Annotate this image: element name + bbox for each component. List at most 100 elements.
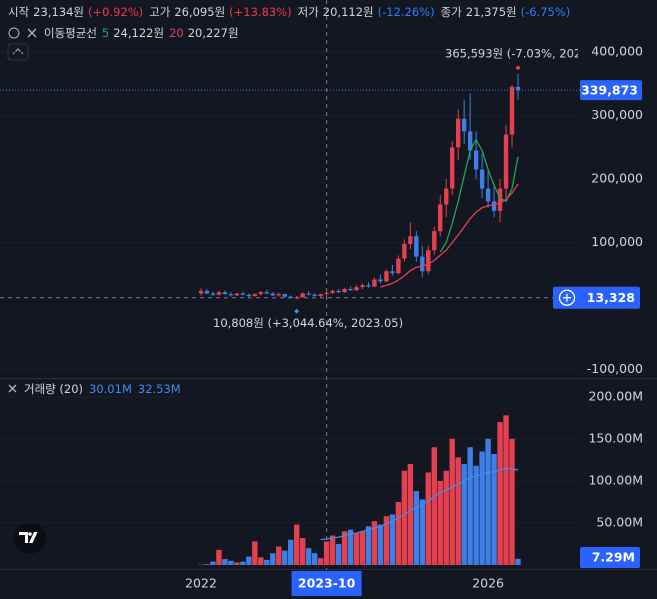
candle-body	[312, 294, 317, 297]
volume-bar	[395, 501, 402, 565]
extreme-marker	[294, 308, 300, 314]
last-price-label: 339,873	[581, 83, 638, 98]
eye-icon[interactable]	[8, 27, 20, 39]
volume-bar	[419, 499, 426, 565]
volume-bar	[401, 470, 408, 565]
volume-bar	[293, 524, 300, 565]
candle-body	[324, 292, 329, 295]
candle-body	[479, 169, 485, 189]
volume-bar	[276, 546, 282, 565]
volume-bar	[431, 447, 437, 565]
candle-body	[378, 279, 383, 282]
volume-legend: 거래량 (20) 30.01M 32.53M	[24, 382, 181, 396]
volume-bar	[353, 533, 360, 565]
legend-value: 26,095원	[174, 5, 225, 19]
candle-body	[318, 294, 323, 297]
ma-name: 20	[169, 26, 184, 40]
close-icon[interactable]	[8, 384, 17, 393]
candle-body	[216, 292, 222, 295]
y-tick-label: 100,000	[591, 234, 643, 249]
candle-body	[491, 201, 497, 211]
y-tick-label: 150.00M	[588, 430, 643, 445]
legend-value: 23,134원	[33, 5, 84, 19]
candle-body	[473, 150, 479, 170]
volume-bar	[437, 480, 443, 565]
candle-body	[210, 293, 216, 295]
volume-bar	[443, 470, 449, 565]
volume-bar	[347, 529, 354, 565]
candle-body	[228, 294, 234, 296]
volume-bar	[305, 548, 312, 565]
y-tick-label: 200.00M	[588, 388, 643, 403]
volume-bar	[216, 549, 222, 565]
candle-body	[354, 287, 359, 291]
candle-body	[204, 290, 210, 294]
volume-bar	[449, 438, 455, 565]
logo-dot	[28, 532, 32, 536]
close-icon[interactable]	[27, 28, 37, 38]
indicator-label: 이동평균선	[44, 26, 97, 40]
volume-bar	[455, 457, 461, 565]
legend-label: 고가	[149, 5, 171, 19]
volume-bar	[288, 539, 294, 565]
ma-value: 20,227원	[188, 26, 239, 40]
volume-bar	[264, 559, 270, 565]
candle-body	[306, 293, 311, 295]
candle-body	[282, 294, 287, 297]
legend-value: 20,112원	[323, 5, 374, 19]
last-price-box	[580, 80, 642, 101]
candle-body	[348, 289, 353, 291]
volume-bar	[365, 526, 372, 565]
candle-body	[414, 236, 419, 257]
moving-average	[380, 183, 519, 288]
volume-legend-value: 32.53M	[138, 382, 181, 396]
candle-body	[294, 297, 299, 299]
candle-body	[330, 290, 335, 293]
volume-ma	[320, 467, 519, 541]
candle-body	[402, 243, 407, 259]
volume-bar	[359, 531, 366, 565]
add-button[interactable]	[558, 289, 576, 306]
extreme-label: 10,808원 (+3,044.64%, 2023.05)	[213, 316, 403, 330]
volume-bar	[222, 559, 228, 565]
volume-bar	[210, 561, 216, 565]
volume-bar	[413, 490, 420, 565]
volume-bar	[371, 521, 378, 565]
volume-bar	[479, 451, 485, 565]
legend-label: 시작	[8, 5, 30, 19]
x-tick-label: 2023-10	[298, 576, 356, 591]
candle-body	[444, 188, 449, 205]
y-tick-label: 50.00M	[596, 514, 643, 529]
volume-bar	[329, 535, 336, 565]
legend-label: 종가	[441, 5, 463, 19]
logo-bg	[14, 522, 46, 554]
y-tick-label: 100.00M	[588, 472, 643, 487]
volume-bar	[473, 465, 479, 565]
candle-body	[336, 290, 341, 293]
legend-change: (-12.26%)	[378, 5, 435, 19]
volume-bar	[515, 558, 521, 565]
volume-title: 거래량 (20)	[24, 382, 83, 396]
candle-body	[276, 294, 281, 296]
volume-bar	[252, 541, 258, 565]
legend-change: (+13.83%)	[229, 5, 291, 19]
y-tick-label: -100,000	[587, 361, 643, 376]
volume-bar	[270, 553, 276, 565]
volume-bar	[246, 556, 252, 565]
volume-bar	[509, 438, 515, 565]
ma-legend: 이동평균선 5 24,122원 20 20,227원	[44, 26, 239, 40]
crosshair-price-label: 13,328	[587, 290, 635, 305]
candle-body	[438, 204, 443, 232]
ohlc-legend: 시작 23,134원 (+0.92%) 고가 26,095원 (+13.83%) 저가 20,…	[8, 5, 570, 19]
candle-body	[252, 294, 258, 297]
candle-body	[240, 293, 246, 295]
add-icon	[563, 293, 571, 302]
candle-body	[372, 279, 377, 287]
candle-body	[384, 271, 389, 282]
volume-bar	[228, 560, 234, 565]
volume-bar	[485, 438, 491, 565]
volume-bar	[461, 464, 467, 565]
candle-body	[390, 271, 395, 274]
volume-bar	[335, 543, 342, 565]
